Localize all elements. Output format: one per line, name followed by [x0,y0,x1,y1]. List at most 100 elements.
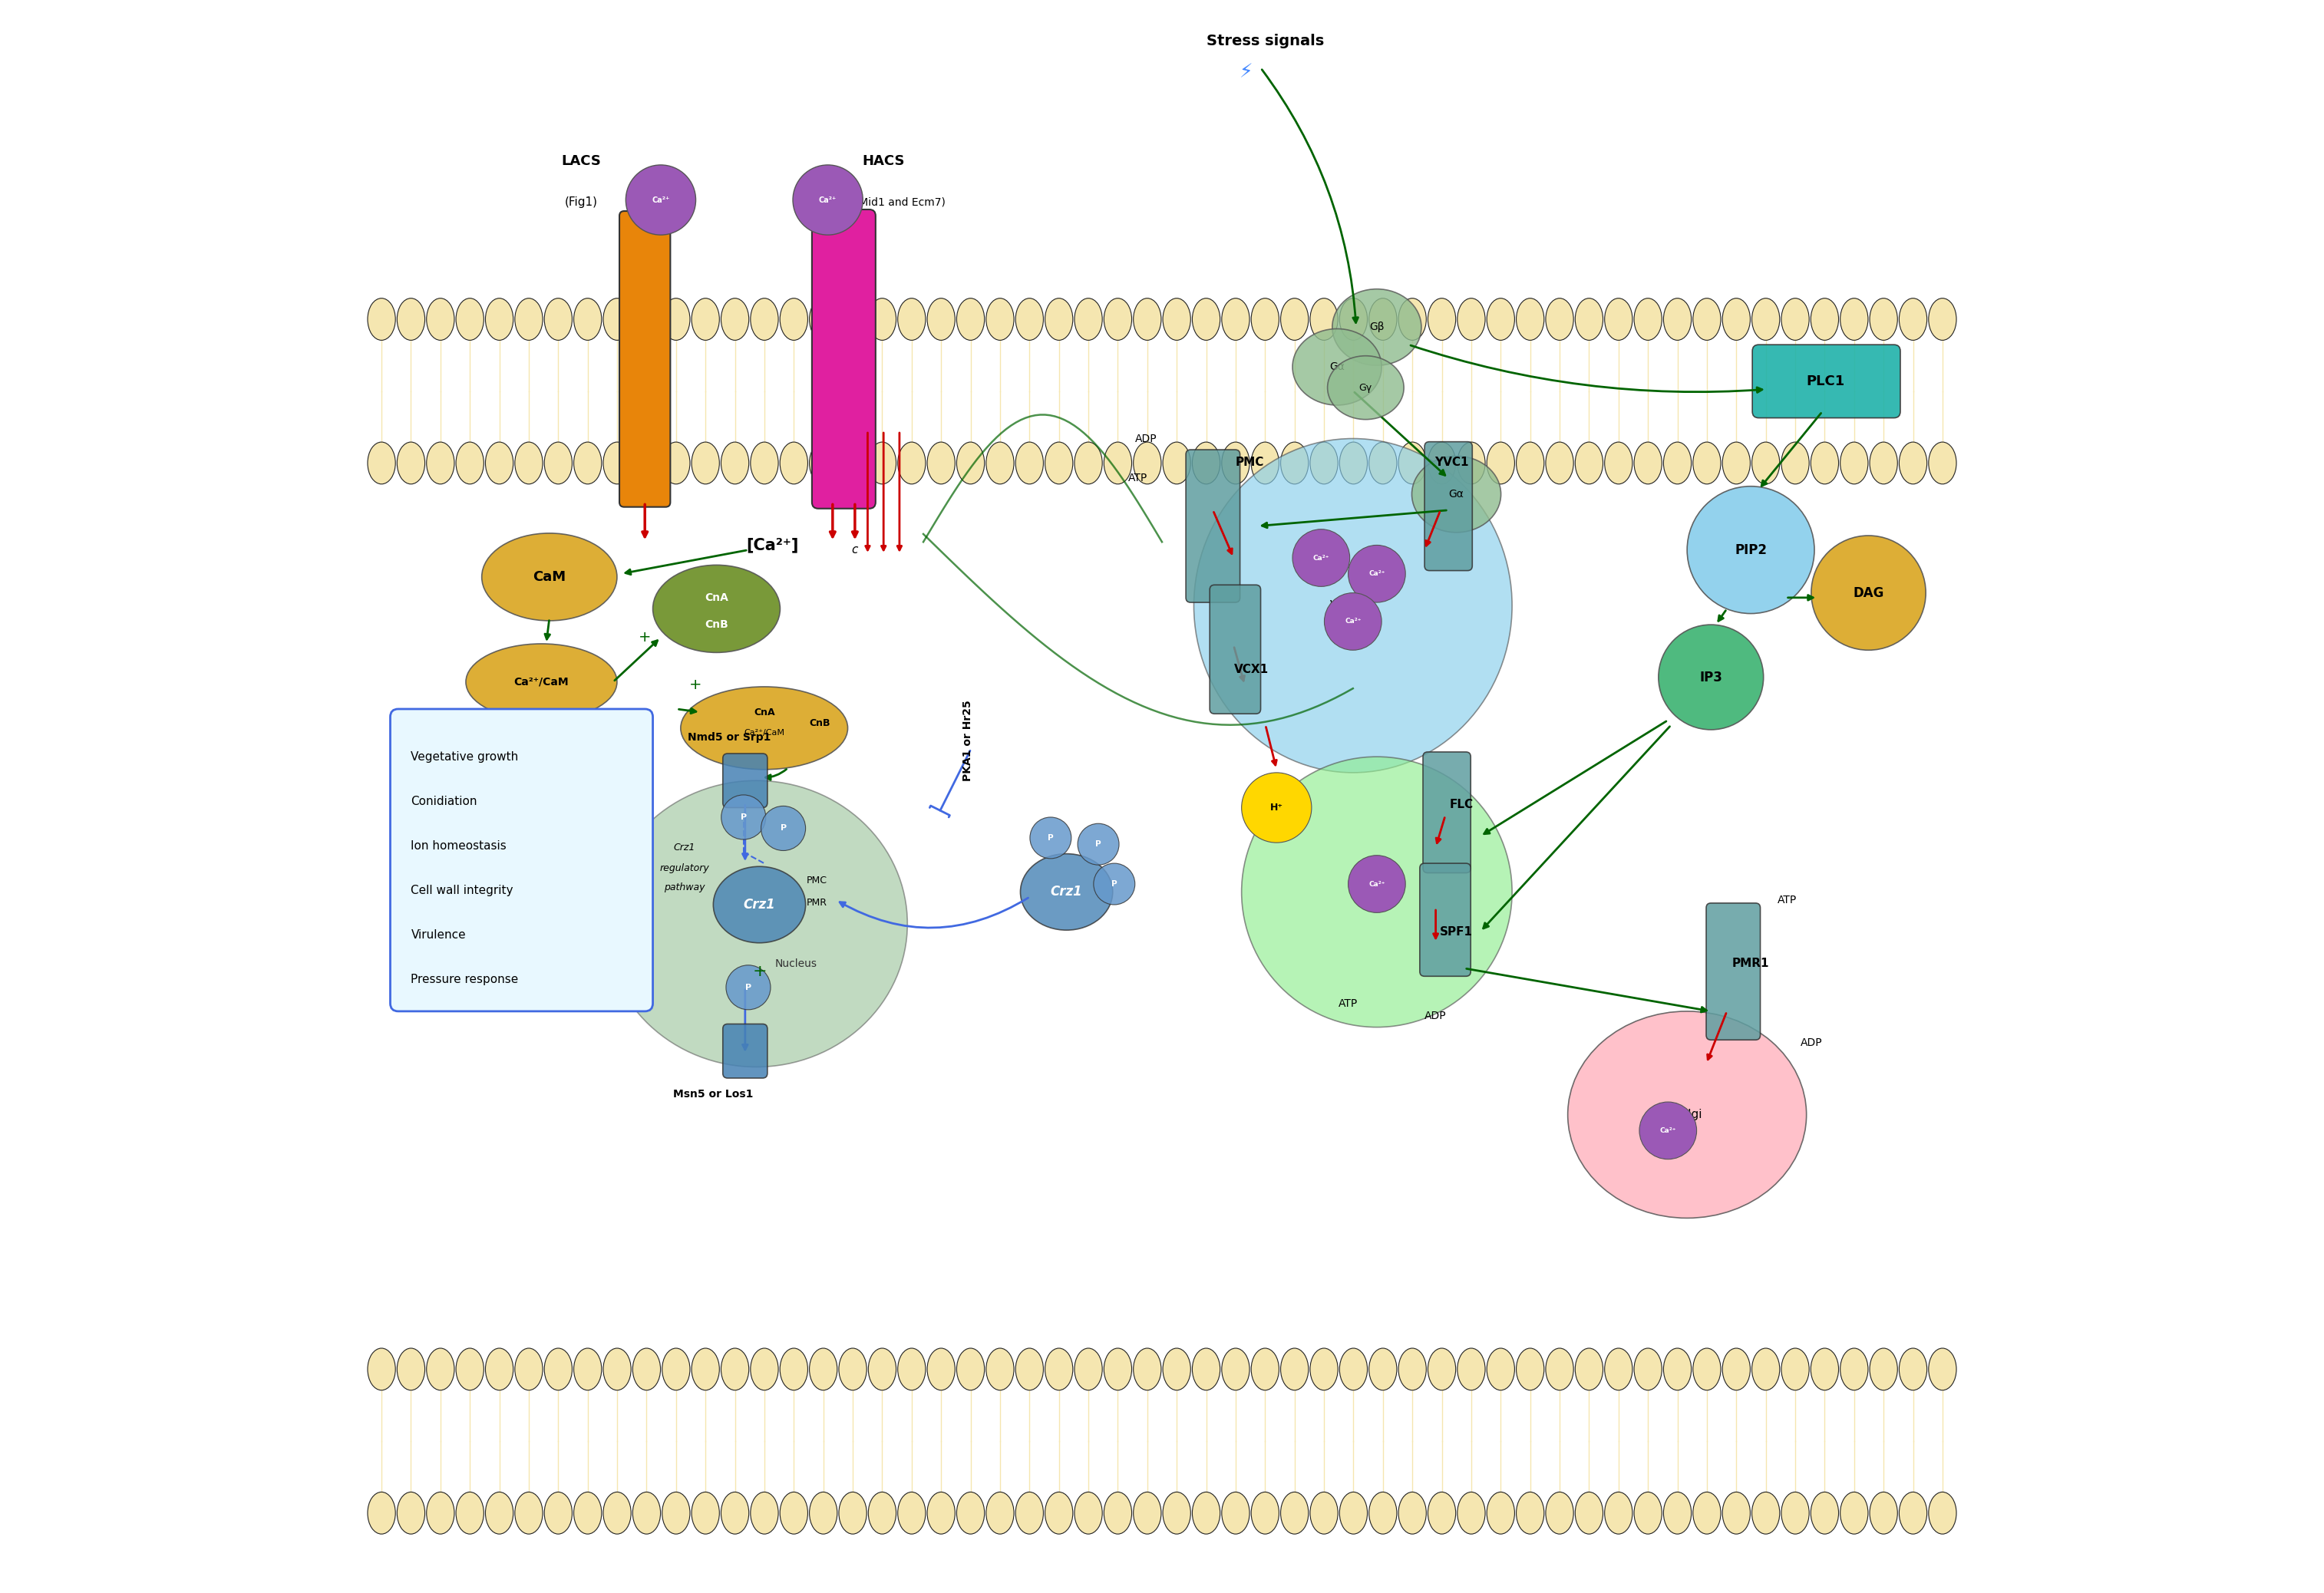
Text: ATP: ATP [1129,473,1148,484]
FancyBboxPatch shape [621,210,669,507]
Ellipse shape [544,1348,572,1391]
Ellipse shape [1162,441,1190,484]
Ellipse shape [1074,298,1102,341]
Text: HACS: HACS [862,155,904,169]
Ellipse shape [1046,441,1074,484]
Text: PKA1 or Hr25: PKA1 or Hr25 [962,701,974,782]
Circle shape [1687,486,1815,613]
Ellipse shape [1369,298,1397,341]
Text: SPF1: SPF1 [1441,926,1473,937]
Text: Gβ: Gβ [1369,322,1385,333]
Ellipse shape [1515,1348,1543,1391]
Text: Nucleus: Nucleus [774,957,818,969]
Text: CnB: CnB [704,620,727,631]
Ellipse shape [1604,298,1631,341]
Ellipse shape [1634,298,1662,341]
Ellipse shape [1399,1493,1427,1534]
Ellipse shape [1722,441,1750,484]
Ellipse shape [653,566,781,653]
Ellipse shape [839,441,867,484]
Text: Ca²⁺/CaM: Ca²⁺/CaM [514,677,569,687]
Ellipse shape [1192,1348,1220,1391]
Ellipse shape [1576,1493,1604,1534]
Ellipse shape [1195,438,1513,773]
Ellipse shape [927,441,955,484]
Text: P: P [1111,881,1118,887]
Ellipse shape [1162,298,1190,341]
Ellipse shape [1871,441,1896,484]
Text: IP3: IP3 [1699,671,1722,683]
Ellipse shape [1222,1493,1250,1534]
Ellipse shape [397,1348,425,1391]
Text: Ca²⁺: Ca²⁺ [818,196,837,204]
Circle shape [1292,529,1350,586]
Ellipse shape [1780,441,1808,484]
Ellipse shape [957,298,985,341]
Text: ER: ER [1369,886,1385,898]
FancyBboxPatch shape [1422,752,1471,873]
Ellipse shape [1576,1348,1604,1391]
Ellipse shape [544,1493,572,1534]
Ellipse shape [809,441,837,484]
FancyBboxPatch shape [811,209,876,508]
Ellipse shape [869,1348,897,1391]
Ellipse shape [397,441,425,484]
Ellipse shape [1074,441,1102,484]
Ellipse shape [809,1348,837,1391]
Ellipse shape [1545,1348,1573,1391]
Ellipse shape [1899,1348,1927,1391]
Ellipse shape [897,298,925,341]
Text: Ca²⁺/CaM: Ca²⁺/CaM [744,730,786,736]
Ellipse shape [957,441,985,484]
Ellipse shape [1899,1493,1927,1534]
Text: CaM: CaM [532,570,567,585]
Circle shape [1810,535,1927,650]
Ellipse shape [662,1348,690,1391]
Ellipse shape [897,1348,925,1391]
Ellipse shape [662,1493,690,1534]
Ellipse shape [1016,441,1043,484]
Ellipse shape [1427,1348,1455,1391]
Ellipse shape [957,1348,985,1391]
Text: Msn5 or Los1: Msn5 or Los1 [674,1088,753,1099]
Text: Conidiation: Conidiation [411,795,476,808]
Ellipse shape [1545,441,1573,484]
Ellipse shape [1427,441,1455,484]
Ellipse shape [367,1493,395,1534]
Ellipse shape [1515,441,1543,484]
FancyBboxPatch shape [1420,863,1471,977]
Text: ADP: ADP [1134,433,1157,444]
Ellipse shape [751,441,779,484]
Text: PMC: PMC [806,876,827,886]
Ellipse shape [1016,1348,1043,1391]
Ellipse shape [897,1493,925,1534]
Circle shape [1325,593,1380,650]
Ellipse shape [1604,441,1631,484]
Ellipse shape [1752,1493,1780,1534]
Ellipse shape [1311,298,1339,341]
Ellipse shape [1427,298,1455,341]
Ellipse shape [693,1493,720,1534]
Ellipse shape [367,1348,395,1391]
Text: CnB: CnB [809,718,830,728]
Ellipse shape [1281,441,1308,484]
Ellipse shape [781,1493,809,1534]
Ellipse shape [693,298,720,341]
Ellipse shape [1487,1493,1515,1534]
Text: ADP: ADP [1801,1037,1822,1048]
Ellipse shape [1292,328,1380,405]
Ellipse shape [869,441,897,484]
Ellipse shape [751,1493,779,1534]
Text: P: P [1048,835,1053,841]
Ellipse shape [1046,1348,1074,1391]
Ellipse shape [1162,1348,1190,1391]
Text: Cell wall integrity: Cell wall integrity [411,884,514,897]
Ellipse shape [927,1348,955,1391]
Text: Gα: Gα [1329,362,1346,373]
Text: Nmd5 or Srp1: Nmd5 or Srp1 [688,733,772,742]
Ellipse shape [1810,1493,1838,1534]
Text: ATP: ATP [1778,895,1796,905]
Ellipse shape [456,441,483,484]
Ellipse shape [516,1493,544,1534]
Ellipse shape [632,1348,660,1391]
